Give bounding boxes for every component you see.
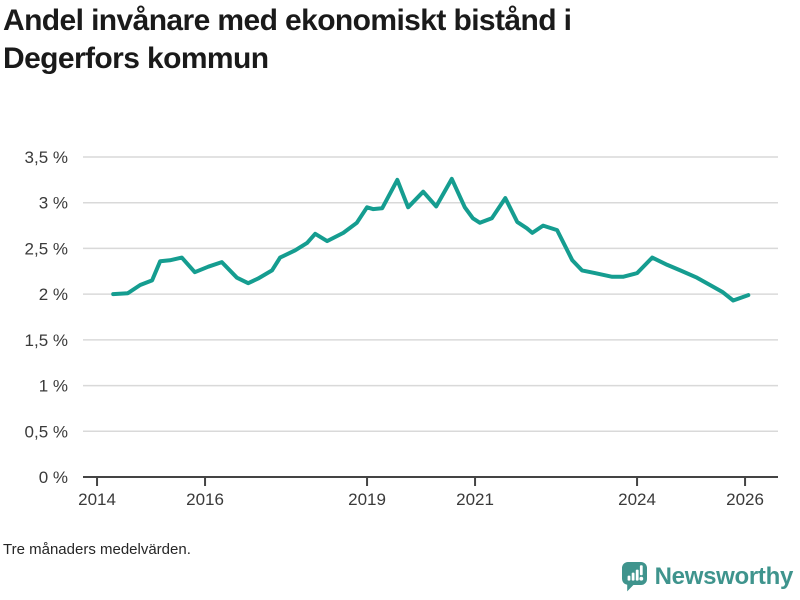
chart-footnote: Tre månaders medelvärden. [3, 541, 191, 558]
logo-bar-1 [627, 575, 631, 581]
chart-title-line-2: Degerfors kommun [3, 42, 269, 75]
x-axis-tick-label: 2019 [348, 490, 386, 509]
chart-title-line-1: Andel invånare med ekonomiskt bistånd i [3, 4, 572, 37]
x-axis-tick-label: 2024 [618, 490, 656, 509]
logo-exclamation-dot [639, 576, 643, 581]
y-axis-tick-label: 3,5 % [25, 148, 68, 167]
newsworthy-logo-icon [621, 562, 647, 592]
x-axis-tick-label: 2014 [78, 490, 116, 509]
newsworthy-branding: Newsworthy [621, 561, 793, 592]
x-axis-tick-label: 2021 [456, 490, 494, 509]
y-axis-tick-label: 2,5 % [25, 239, 68, 258]
y-axis-tick-label: 3 % [39, 194, 68, 213]
y-axis-tick-label: 1,5 % [25, 331, 68, 350]
y-axis-tick-label: 0,5 % [25, 422, 68, 441]
newsworthy-wordmark: Newsworthy [654, 562, 794, 590]
y-axis-tick-label: 1 % [39, 377, 68, 396]
x-axis-tick-label: 2026 [726, 490, 764, 509]
logo-bar-2 [631, 572, 635, 581]
x-axis-tick-label: 2016 [186, 490, 224, 509]
y-axis-tick-label: 0 % [39, 468, 68, 487]
data-line-series [111, 176, 751, 303]
y-axis-tick-label: 2 % [39, 285, 68, 304]
chart-title: Andel invånare med ekonomiskt bistånd i … [3, 2, 793, 78]
logo-exclamation-bar [639, 565, 643, 576]
logo-bar-3 [635, 569, 639, 581]
